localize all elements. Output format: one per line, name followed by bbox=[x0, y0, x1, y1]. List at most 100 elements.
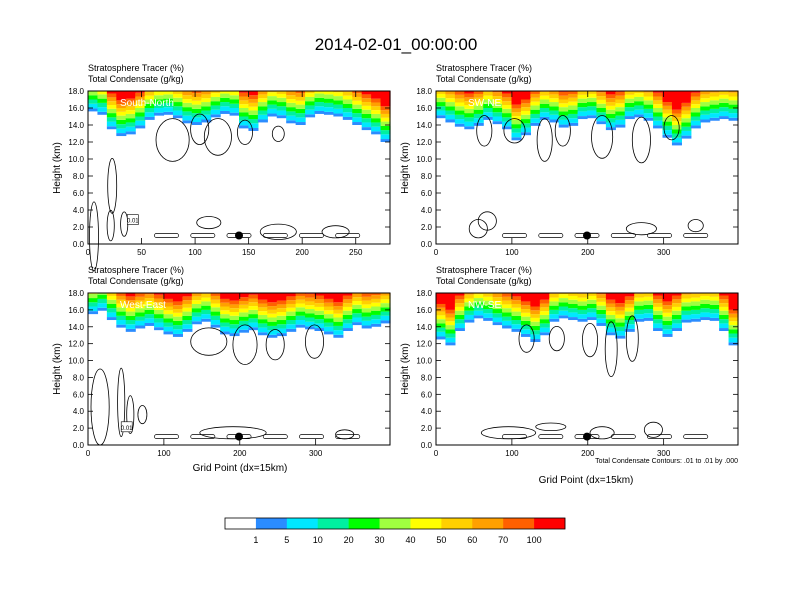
tracer-cell bbox=[502, 300, 513, 305]
tracer-cell bbox=[361, 102, 372, 106]
tracer-cell bbox=[568, 91, 579, 94]
tracer-cell bbox=[549, 94, 560, 99]
tracer-cell bbox=[239, 91, 250, 93]
tracer-cell bbox=[371, 293, 382, 296]
x-tick-label: 300 bbox=[309, 449, 323, 458]
tracer-cell bbox=[671, 91, 682, 110]
tracer-cell bbox=[464, 93, 475, 98]
tracer-cell bbox=[530, 113, 541, 119]
tracer-cell bbox=[492, 309, 503, 314]
tracer-cell bbox=[305, 317, 316, 322]
tracer-cell bbox=[615, 115, 626, 120]
tracer-cell bbox=[323, 94, 334, 99]
tracer-cell bbox=[106, 105, 117, 109]
tracer-cell bbox=[172, 102, 183, 107]
tracer-cell bbox=[596, 99, 607, 104]
tracer-cell bbox=[323, 310, 334, 315]
tracer-cell bbox=[539, 293, 550, 300]
tracer-cell bbox=[305, 321, 316, 327]
tracer-cell bbox=[361, 300, 372, 305]
tracer-cell bbox=[191, 117, 202, 123]
tracer-cell bbox=[361, 293, 372, 297]
colorbar-label: 70 bbox=[498, 535, 508, 545]
tracer-cell bbox=[483, 296, 494, 301]
tracer-cell bbox=[653, 303, 664, 307]
tracer-cell bbox=[568, 109, 579, 114]
tracer-cell bbox=[267, 313, 278, 318]
tracer-cell bbox=[257, 299, 268, 304]
colorbar-swatch bbox=[472, 518, 504, 529]
section-name: NW-SE bbox=[468, 300, 501, 311]
tracer-cell bbox=[267, 302, 278, 307]
y-tick-label: 0.0 bbox=[73, 240, 85, 249]
colorbar-label: 50 bbox=[436, 535, 446, 545]
tracer-cell bbox=[210, 295, 221, 300]
tracer-cell bbox=[624, 293, 635, 297]
condensate-contour bbox=[589, 426, 615, 440]
tracer-cell bbox=[201, 293, 212, 298]
tracer-cell bbox=[239, 104, 250, 108]
tracer-cell bbox=[671, 314, 682, 320]
tracer-cell bbox=[568, 101, 579, 106]
tracer-cell bbox=[653, 104, 664, 108]
tracer-cell bbox=[154, 298, 165, 303]
tracer-cell bbox=[615, 119, 626, 125]
tracer-cell bbox=[671, 137, 682, 143]
tracer-cell bbox=[436, 307, 447, 312]
tracer-cell bbox=[454, 119, 465, 124]
y-axis-label: Height (km) bbox=[400, 343, 411, 395]
tracer-cell bbox=[286, 293, 297, 297]
tracer-cell bbox=[454, 293, 465, 296]
tracer-cell bbox=[342, 319, 353, 324]
tracer-cell bbox=[305, 305, 316, 310]
y-tick-label: 0.0 bbox=[421, 441, 433, 450]
tracer-cell bbox=[539, 307, 550, 312]
y-tick-label: 10.0 bbox=[68, 155, 84, 164]
tracer-cell bbox=[380, 125, 391, 131]
tracer-cell bbox=[323, 98, 334, 103]
tracer-cell bbox=[333, 104, 344, 109]
tracer-cell bbox=[371, 319, 382, 324]
tracer-cell bbox=[681, 319, 692, 323]
tracer-cell bbox=[333, 96, 344, 101]
tracer-cell bbox=[239, 320, 250, 326]
tracer-cell bbox=[624, 107, 635, 112]
tracer-cell bbox=[163, 91, 174, 95]
tracer-cell bbox=[719, 98, 730, 103]
tracer-cell bbox=[163, 306, 174, 311]
tracer-cell bbox=[558, 315, 569, 319]
y-tick-label: 8.0 bbox=[73, 373, 85, 382]
tracer-cell bbox=[615, 293, 626, 304]
condensate-contour bbox=[137, 405, 148, 425]
tracer-cell bbox=[436, 315, 447, 320]
tracer-cell bbox=[361, 94, 372, 99]
tracer-cell bbox=[728, 96, 739, 101]
tracer-cell bbox=[492, 108, 503, 113]
tracer-cell bbox=[473, 310, 484, 316]
tracer-cell bbox=[239, 316, 250, 321]
tracer-cell bbox=[361, 308, 372, 313]
tracer-cell bbox=[371, 131, 382, 135]
tracer-cell bbox=[700, 119, 711, 123]
tracer-cell bbox=[728, 309, 739, 314]
tracer-cell bbox=[464, 319, 475, 323]
tracer-cell bbox=[587, 93, 598, 98]
tracer-cell bbox=[728, 313, 739, 318]
condensate-contour bbox=[536, 118, 553, 162]
tracer-cell bbox=[436, 311, 447, 316]
tracer-cell bbox=[295, 104, 306, 109]
tracer-cell bbox=[125, 102, 136, 107]
tracer-cell bbox=[267, 96, 278, 101]
tracer-cell bbox=[445, 293, 456, 310]
tracer-cell bbox=[681, 102, 692, 107]
tracer-cell bbox=[530, 97, 541, 102]
low-cloud-contour bbox=[610, 233, 636, 238]
tracer-cell bbox=[671, 125, 682, 130]
tracer-cell bbox=[615, 326, 626, 331]
tracer-cell bbox=[248, 298, 259, 303]
tracer-cell bbox=[248, 99, 259, 103]
tracer-cell bbox=[681, 302, 692, 307]
tracer-cell bbox=[577, 309, 588, 315]
tracer-cell bbox=[116, 108, 127, 112]
tracer-cell bbox=[728, 117, 739, 121]
